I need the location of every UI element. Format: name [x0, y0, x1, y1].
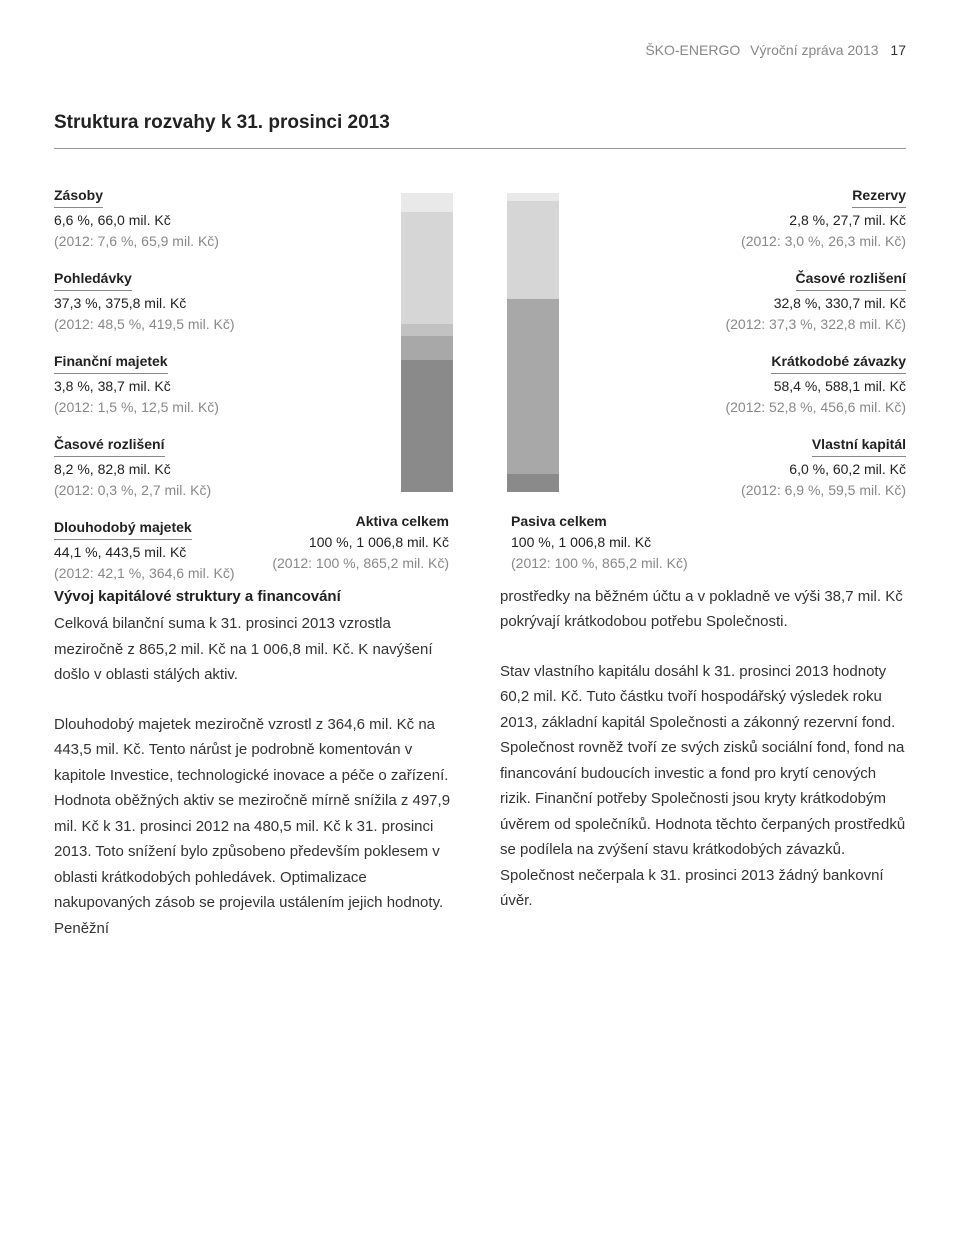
item-prev: (2012: 52,8 %, 456,6 mil. Kč) — [721, 397, 906, 418]
item-prev: (2012: 6,9 %, 59,5 mil. Kč) — [721, 480, 906, 501]
total-prev: (2012: 100 %, 865,2 mil. Kč) — [511, 553, 711, 574]
body-p: Celková bilanční suma k 31. prosinci 201… — [54, 615, 433, 683]
item-value: 2,8 %, 27,7 mil. Kč — [721, 210, 906, 231]
aktiva-item: Zásoby 6,6 %, 66,0 mil. Kč (2012: 7,6 %,… — [54, 185, 239, 252]
body-p: Dlouhodobý majetek meziročně vzrostl z 3… — [54, 712, 460, 942]
item-prev: (2012: 42,1 %, 364,6 mil. Kč) — [54, 565, 235, 581]
bar-segment — [507, 193, 559, 201]
total-value: 100 %, 1 006,8 mil. Kč — [511, 532, 711, 553]
item-value: 6,6 %, 66,0 mil. Kč — [54, 212, 171, 228]
bar-segment — [401, 336, 453, 361]
bar-segment — [507, 474, 559, 492]
bar-segment — [401, 360, 453, 492]
item-prev: (2012: 48,5 %, 419,5 mil. Kč) — [54, 316, 235, 332]
pasiva-total: Pasiva celkem 100 %, 1 006,8 mil. Kč (20… — [511, 511, 711, 574]
item-value: 32,8 %, 330,7 mil. Kč — [721, 293, 906, 314]
body-col-left: Vývoj kapitálové struktury a financování… — [54, 584, 460, 966]
item-value: 3,8 %, 38,7 mil. Kč — [54, 378, 171, 394]
bar-aktiva — [401, 193, 453, 493]
bar-segment — [401, 212, 453, 324]
body-subhead: Vývoj kapitálové struktury a financování — [54, 584, 460, 610]
item-name: Časové rozlišení — [54, 434, 165, 457]
page-header: ŠKO-ENERGO Výroční zpráva 2013 17 — [54, 40, 906, 61]
total-name: Aktiva celkem — [249, 511, 449, 532]
pasiva-item: Vlastní kapitál 6,0 %, 60,2 mil. Kč (201… — [721, 434, 906, 501]
aktiva-item: Časové rozlišení 8,2 %, 82,8 mil. Kč (20… — [54, 434, 239, 501]
pasiva-item: Časové rozlišení 32,8 %, 330,7 mil. Kč (… — [721, 268, 906, 335]
aktiva-item: Finanční majetek 3,8 %, 38,7 mil. Kč (20… — [54, 351, 239, 418]
header-company: ŠKO-ENERGO — [645, 42, 740, 58]
header-page-number: 17 — [890, 42, 906, 58]
bar-segment — [401, 324, 453, 335]
item-value: 58,4 %, 588,1 mil. Kč — [721, 376, 906, 397]
pasiva-item: Krátkodobé závazky 58,4 %, 588,1 mil. Kč… — [721, 351, 906, 418]
aktiva-labels: Zásoby 6,6 %, 66,0 mil. Kč (2012: 7,6 %,… — [54, 185, 239, 584]
item-name: Dlouhodobý majetek — [54, 517, 192, 540]
total-prev: (2012: 100 %, 865,2 mil. Kč) — [249, 553, 449, 574]
aktiva-item: Dlouhodobý majetek 44,1 %, 443,5 mil. Kč… — [54, 517, 239, 584]
item-name: Zásoby — [54, 185, 103, 208]
body-p: prostředky na běžném účtu a v pokladně v… — [500, 584, 906, 635]
item-value: 37,3 %, 375,8 mil. Kč — [54, 295, 186, 311]
item-value: 44,1 %, 443,5 mil. Kč — [54, 544, 186, 560]
total-value: 100 %, 1 006,8 mil. Kč — [249, 532, 449, 553]
bar-segment — [401, 193, 453, 213]
item-prev: (2012: 1,5 %, 12,5 mil. Kč) — [54, 399, 219, 415]
body-col-right: prostředky na běžném účtu a v pokladně v… — [500, 584, 906, 966]
aktiva-item: Pohledávky 37,3 %, 375,8 mil. Kč (2012: … — [54, 268, 239, 335]
pasiva-item: Rezervy 2,8 %, 27,7 mil. Kč (2012: 3,0 %… — [721, 185, 906, 252]
item-name: Časové rozlišení — [796, 268, 907, 291]
bar-segment — [507, 201, 559, 299]
item-value: 8,2 %, 82,8 mil. Kč — [54, 461, 171, 477]
stacked-bars: Aktiva celkem 100 %, 1 006,8 mil. Kč (20… — [249, 185, 711, 574]
pasiva-labels: Rezervy 2,8 %, 27,7 mil. Kč (2012: 3,0 %… — [721, 185, 906, 501]
item-name: Rezervy — [852, 185, 906, 208]
balance-chart: Zásoby 6,6 %, 66,0 mil. Kč (2012: 7,6 %,… — [54, 185, 906, 584]
header-report: Výroční zpráva 2013 — [750, 42, 878, 58]
bar-pasiva — [507, 193, 559, 493]
item-name: Finanční majetek — [54, 351, 168, 374]
body-text: Vývoj kapitálové struktury a financování… — [54, 584, 906, 966]
item-value: 6,0 %, 60,2 mil. Kč — [721, 459, 906, 480]
section-title: Struktura rozvahy k 31. prosinci 2013 — [54, 109, 906, 149]
body-p: Stav vlastního kapitálu dosáhl k 31. pro… — [500, 659, 906, 914]
item-name: Krátkodobé závazky — [771, 351, 906, 374]
item-prev: (2012: 7,6 %, 65,9 mil. Kč) — [54, 233, 219, 249]
total-name: Pasiva celkem — [511, 511, 711, 532]
item-name: Pohledávky — [54, 268, 132, 291]
item-name: Vlastní kapitál — [812, 434, 906, 457]
item-prev: (2012: 0,3 %, 2,7 mil. Kč) — [54, 482, 211, 498]
item-prev: (2012: 3,0 %, 26,3 mil. Kč) — [721, 231, 906, 252]
aktiva-total: Aktiva celkem 100 %, 1 006,8 mil. Kč (20… — [249, 511, 449, 574]
bar-segment — [507, 299, 559, 474]
item-prev: (2012: 37,3 %, 322,8 mil. Kč) — [721, 314, 906, 335]
